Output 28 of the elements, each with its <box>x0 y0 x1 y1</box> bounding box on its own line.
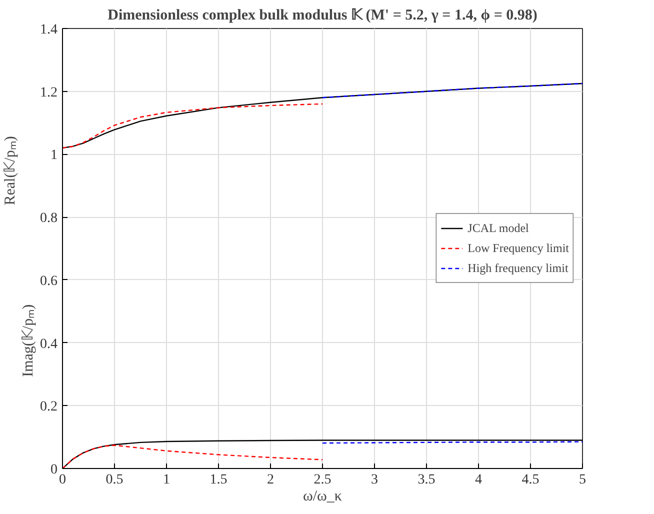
x-tick-label: 4.5 <box>522 472 540 488</box>
y-tick-label: 0.4 <box>40 336 58 352</box>
x-tick-label: 3.5 <box>418 472 436 488</box>
y-tick-label: 0.8 <box>40 211 58 226</box>
line-series <box>62 444 324 468</box>
y-tick-label: 0.6 <box>40 274 58 289</box>
y-tick-label: 0 <box>50 462 58 478</box>
x-tick-label: 0.5 <box>106 472 124 488</box>
y-tick-label: 1 <box>50 148 58 164</box>
x-tick-label: 4 <box>475 472 482 488</box>
y-tick-label: 1.2 <box>40 85 58 100</box>
legend-label: Low Frequency limit <box>468 240 569 256</box>
legend-label: JCAL model <box>468 220 529 236</box>
chart-title: Dimensionless complex bulk modulus 𝕂 (M' = 5.2, γ = 1.4, ϕ = 0.98) <box>108 8 538 24</box>
line-series <box>62 103 324 149</box>
x-tick-label: 5 <box>579 472 586 488</box>
x-tick-label: 2.5 <box>314 472 332 488</box>
line-series <box>322 82 582 98</box>
x-tick-label: 3 <box>371 472 378 488</box>
y-tick-label: 1.4 <box>40 22 58 38</box>
x-tick-label: 1.5 <box>210 472 228 488</box>
text: Imag(𝕂/pₘ) <box>20 304 36 377</box>
y-axis-title: Real(𝕂/pₘ) <box>2 136 18 206</box>
x-axis-title: ω/ω_κ <box>303 488 342 504</box>
legend-label: High frequency limit <box>468 260 568 276</box>
x-tick-label: 2 <box>267 472 274 488</box>
y-tick-label: 0.2 <box>40 400 58 415</box>
x-tick-label: 1 <box>163 472 170 488</box>
